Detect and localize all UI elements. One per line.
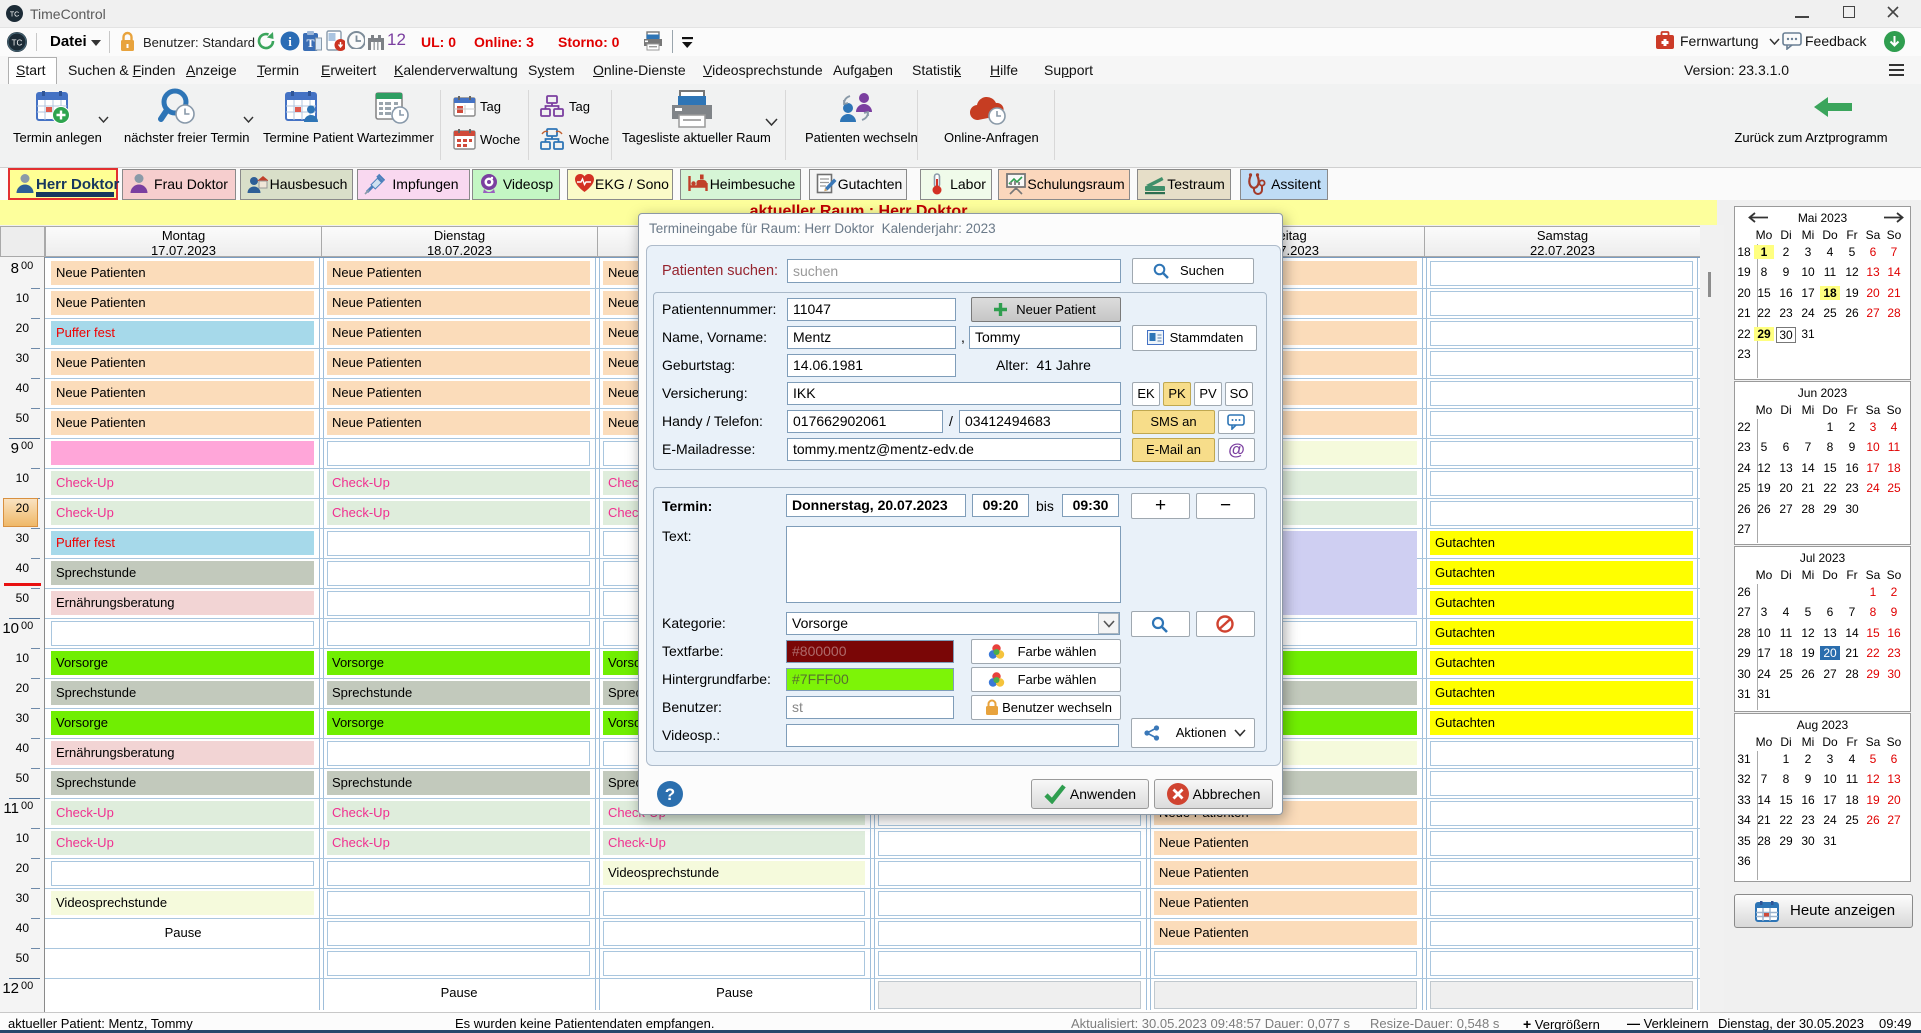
svg-text:TC: TC bbox=[10, 12, 19, 19]
svg-text:T: T bbox=[306, 36, 314, 50]
svg-text:TC: TC bbox=[12, 39, 23, 48]
svg-text:?: ? bbox=[665, 785, 675, 804]
svg-text:i: i bbox=[288, 34, 292, 49]
